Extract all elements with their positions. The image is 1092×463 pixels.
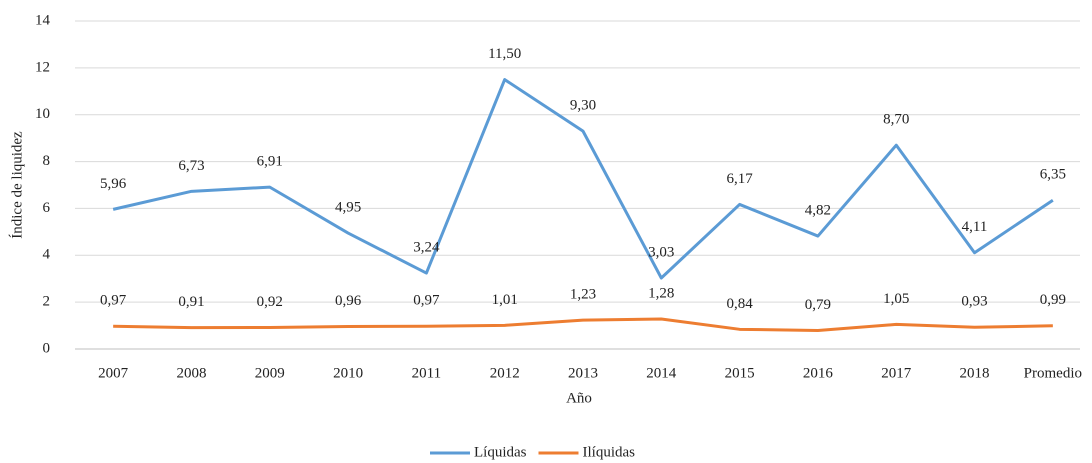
y-axis-title: Índice de liquidez	[8, 131, 25, 239]
data-label: 0,92	[257, 294, 283, 310]
x-tick-label: 2018	[960, 365, 990, 381]
data-label: 0,79	[805, 297, 831, 313]
data-label: 0,93	[961, 294, 987, 310]
data-label: 3,03	[648, 244, 674, 260]
data-label: 9,30	[570, 98, 596, 114]
data-label: 0,84	[726, 296, 753, 312]
data-label: 11,50	[488, 46, 521, 62]
x-tick-label: 2016	[803, 365, 834, 381]
legend-label: Líquidas	[474, 444, 527, 460]
data-label: 4,82	[805, 203, 831, 219]
y-tick-label: 6	[43, 200, 51, 216]
x-tick-label: 2009	[255, 365, 285, 381]
data-label: 1,01	[492, 292, 518, 308]
data-label: 6,73	[178, 158, 204, 174]
data-label: 1,28	[648, 285, 674, 301]
data-label: 1,23	[570, 287, 596, 303]
x-axis-title: Año	[566, 390, 592, 406]
data-label: 6,17	[726, 171, 753, 187]
x-tick-label: 2013	[568, 365, 598, 381]
y-tick-label: 10	[35, 106, 50, 122]
data-label: 8,70	[883, 112, 909, 128]
data-label: 5,96	[100, 176, 127, 192]
x-tick-label: 2008	[176, 365, 206, 381]
x-tick-label: 2010	[333, 365, 363, 381]
legend-label: Ilíquidas	[583, 444, 636, 460]
x-tick-label: 2012	[490, 365, 520, 381]
x-tick-label: 2014	[646, 365, 677, 381]
y-tick-label: 4	[43, 247, 51, 263]
data-label: 6,35	[1040, 167, 1066, 183]
y-tick-label: 2	[43, 294, 51, 310]
data-label: 0,97	[100, 293, 127, 309]
data-label: 6,91	[257, 154, 283, 170]
x-tick-label: 2015	[725, 365, 755, 381]
y-tick-label: 12	[35, 59, 50, 75]
data-label: 1,05	[883, 291, 909, 307]
data-label: 0,96	[335, 293, 362, 309]
data-label: 3,24	[413, 240, 440, 256]
x-tick-label: Promedio	[1024, 365, 1082, 381]
x-tick-label: 2007	[98, 365, 129, 381]
y-tick-label: 14	[35, 12, 51, 28]
y-tick-label: 0	[43, 340, 51, 356]
data-label: 0,99	[1040, 292, 1066, 308]
data-label: 4,11	[962, 219, 988, 235]
series-line	[113, 317, 1053, 332]
data-label: 0,91	[178, 294, 204, 310]
y-tick-label: 8	[43, 153, 51, 169]
x-tick-label: 2017	[881, 365, 912, 381]
x-tick-label: 2011	[412, 365, 441, 381]
data-label: 0,97	[413, 293, 440, 309]
data-label: 4,95	[335, 199, 361, 215]
series-line	[112, 78, 1054, 280]
